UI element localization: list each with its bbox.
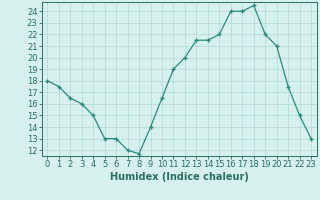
X-axis label: Humidex (Indice chaleur): Humidex (Indice chaleur) bbox=[110, 172, 249, 182]
